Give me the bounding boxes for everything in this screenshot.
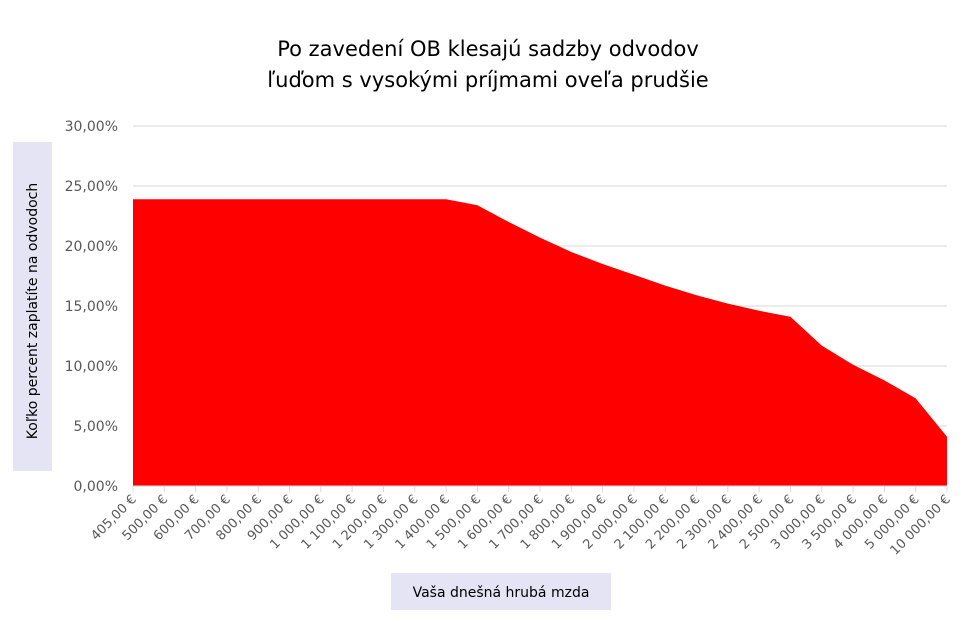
y-axis-title: Koľko percent zaplatíte na odvodoch — [13, 142, 52, 471]
x-axis-title-text: Vaša dnešná hrubá mzda — [413, 585, 590, 601]
chart-title-line-2: ľuďom s vysokými príjmami oveľa prudšie — [267, 68, 708, 92]
chart-title: Po zavedení OB klesajú sadzby odvodov ľu… — [267, 37, 708, 92]
x-axis-title: Vaša dnešná hrubá mzda — [391, 573, 611, 610]
y-tick-label: 0,00% — [74, 479, 118, 495]
area-series — [133, 199, 947, 486]
y-tick-label: 10,00% — [65, 359, 118, 375]
x-axis-ticks: 405,00 €500,00 €600,00 €700,00 €800,00 €… — [88, 486, 954, 558]
y-tick-label: 25,00% — [65, 179, 118, 195]
y-tick-label: 15,00% — [65, 299, 118, 315]
y-tick-label: 30,00% — [65, 119, 118, 135]
chart-title-line-1: Po zavedení OB klesajú sadzby odvodov — [277, 37, 699, 61]
y-tick-label: 5,00% — [74, 419, 118, 435]
y-axis-title-text: Koľko percent zaplatíte na odvodoch — [25, 183, 41, 439]
y-axis-ticks: 0,00% 5,00% 10,00% 15,00% 20,00% 25,00% 30,00% — [65, 119, 118, 495]
area-series-fill — [133, 199, 947, 486]
y-tick-label: 20,00% — [65, 239, 118, 255]
